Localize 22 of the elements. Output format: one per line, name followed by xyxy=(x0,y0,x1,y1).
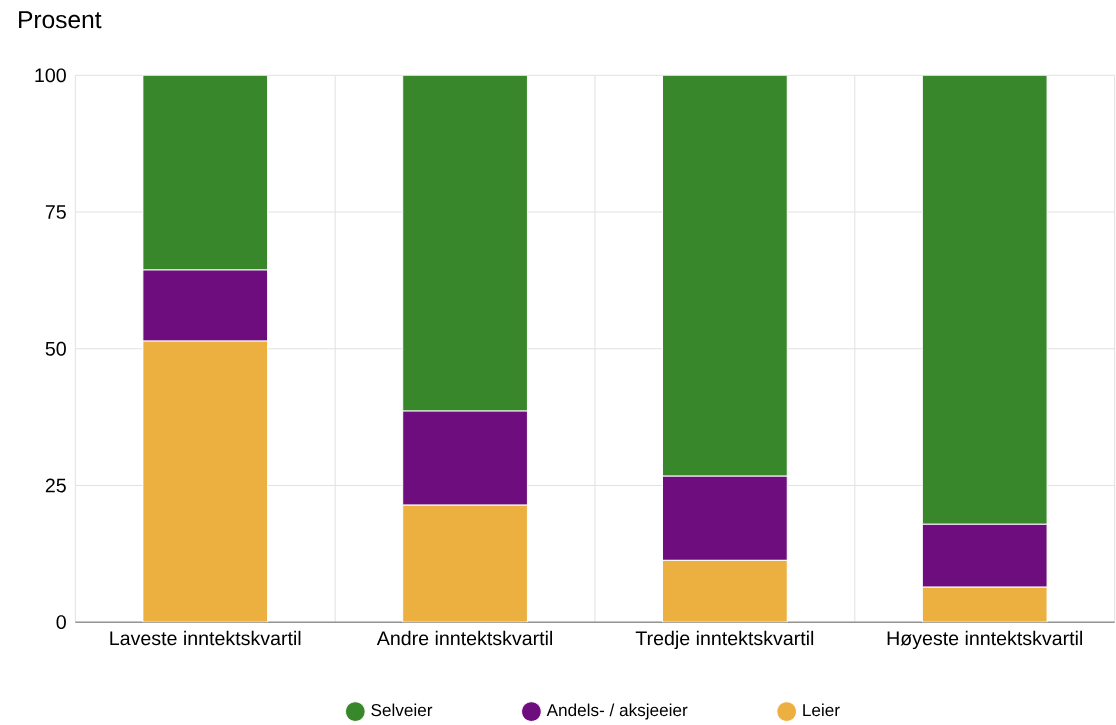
bar xyxy=(402,410,528,506)
bar xyxy=(921,75,1048,525)
bar xyxy=(662,559,788,622)
y-tick-label: 0 xyxy=(56,615,66,629)
bar xyxy=(142,340,269,622)
bar xyxy=(402,504,528,622)
y-axis-title: Prosent xyxy=(19,10,102,29)
x-tick-label: Andre inntektskvartil xyxy=(376,630,552,646)
bar xyxy=(402,75,528,412)
legend-label: Andels- / aksjeeier xyxy=(546,703,688,720)
x-tick-label: Tredje inntektskvartil xyxy=(635,630,814,649)
legend-label: Selveier xyxy=(371,703,433,716)
bar xyxy=(142,75,269,271)
x-tick-label: Laveste inntektskvartil xyxy=(110,630,301,646)
y-tick-label: 50 xyxy=(45,341,66,356)
bar xyxy=(662,75,788,477)
y-tick-label: 100 xyxy=(35,68,66,83)
y-tick-label: 25 xyxy=(45,478,66,493)
y-tick-label: 75 xyxy=(45,205,66,219)
x-tick-label: Høyeste inntektskvartil xyxy=(887,630,1082,649)
bar xyxy=(921,586,1048,622)
legend-label: Leier xyxy=(803,703,840,716)
